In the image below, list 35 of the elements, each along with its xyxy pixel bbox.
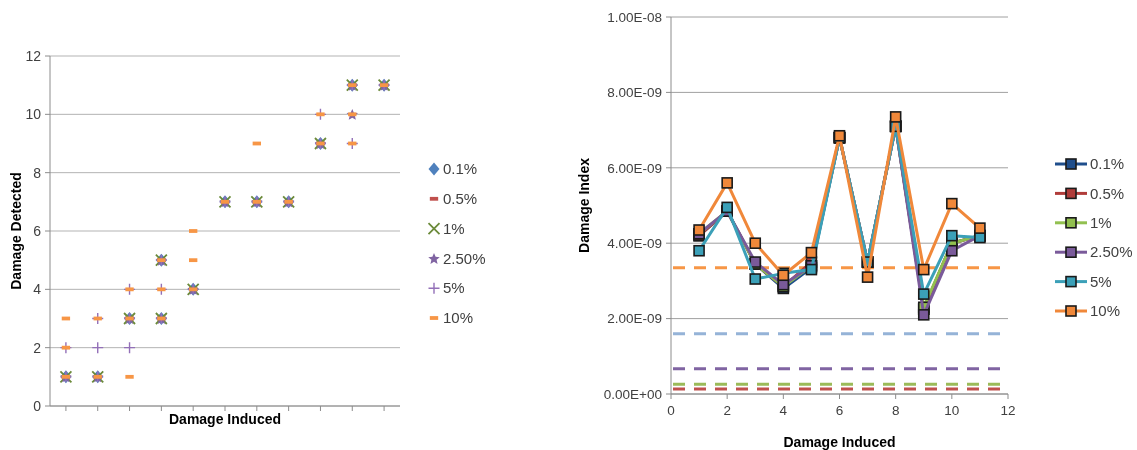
y-tick-label: 12 bbox=[25, 47, 42, 64]
legend-label: 1% bbox=[443, 219, 465, 237]
y-axis-title: Damage Detected bbox=[7, 172, 24, 290]
x-tick-label: 8 bbox=[891, 403, 900, 418]
y-tick-label: 2 bbox=[33, 339, 42, 356]
y-tick-label: 8.00E-09 bbox=[607, 85, 662, 101]
y-tick-label: 8 bbox=[33, 164, 42, 181]
legend-label: 5% bbox=[443, 279, 465, 297]
legend-label: 0.5% bbox=[443, 190, 478, 208]
x-tick-label: 6 bbox=[835, 403, 844, 418]
legend-label: 2.50% bbox=[443, 249, 486, 267]
x-tick-label: 12 bbox=[1000, 403, 1016, 418]
y-tick-label: 10 bbox=[25, 106, 42, 123]
x-tick-label: 0 bbox=[667, 403, 675, 418]
legend-label: 10% bbox=[443, 309, 474, 327]
legend-label: 1% bbox=[1090, 214, 1112, 232]
legend-label: 10% bbox=[1090, 302, 1121, 320]
legend-label: 0.5% bbox=[1090, 184, 1125, 202]
legend-label: 0.1% bbox=[443, 160, 478, 178]
y-tick-label: 0.00E+00 bbox=[603, 386, 662, 402]
y-tick-label: 4.00E-09 bbox=[607, 235, 662, 251]
x-tick-label: 2 bbox=[723, 403, 731, 418]
legend-label: 5% bbox=[1090, 272, 1112, 290]
legend-label: 0.1% bbox=[1090, 155, 1125, 173]
x-tick-label: 4 bbox=[779, 403, 788, 418]
y-axis-title: Damage Index bbox=[575, 157, 592, 253]
legend-label: 2.50% bbox=[1090, 243, 1133, 261]
y-tick-label: 2.00E-09 bbox=[607, 311, 662, 327]
y-tick-label: 6.00E-09 bbox=[607, 160, 662, 176]
x-axis-title: Damage Induced bbox=[783, 434, 896, 450]
y-tick-label: 4 bbox=[33, 281, 42, 298]
y-tick-label: 1.00E-08 bbox=[607, 9, 662, 25]
x-axis-title: Damage Induced bbox=[168, 411, 282, 427]
x-tick-label: 10 bbox=[944, 403, 960, 418]
y-tick-label: 6 bbox=[33, 222, 42, 239]
